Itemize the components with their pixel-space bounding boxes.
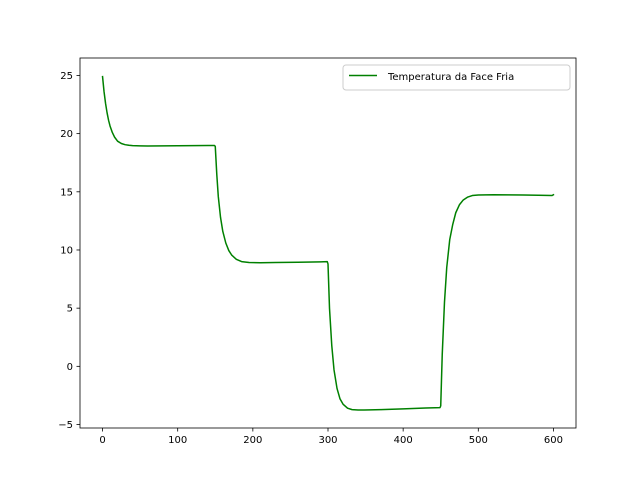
x-tick-label: 0 <box>99 435 105 446</box>
y-tick-label: 10 <box>60 245 73 256</box>
y-tick-label: 25 <box>60 71 73 82</box>
x-tick-label: 300 <box>318 435 337 446</box>
series-line-1 <box>101 75 555 411</box>
axes: 0 100 200 300 400 500 600 −5 0 5 10 15 20 25 <box>58 57 577 446</box>
x-tick-label: 100 <box>168 435 187 446</box>
legend-series-label: Temperatura da Face Fria <box>387 72 514 83</box>
legend: Temperatura da Face Fria <box>342 64 571 91</box>
y-tick-label: 20 <box>60 129 73 140</box>
y-tick-label: −5 <box>58 420 73 431</box>
x-tick-label: 200 <box>243 435 262 446</box>
x-tick-label: 500 <box>469 435 488 446</box>
y-tick-label: 15 <box>60 187 73 198</box>
x-tick-label: 400 <box>394 435 413 446</box>
y-tick-label: 0 <box>67 362 73 373</box>
x-tick-label: 600 <box>544 435 563 446</box>
legend-box <box>342 64 571 91</box>
y-tick-label: 5 <box>67 304 73 315</box>
plot-area <box>101 75 555 411</box>
